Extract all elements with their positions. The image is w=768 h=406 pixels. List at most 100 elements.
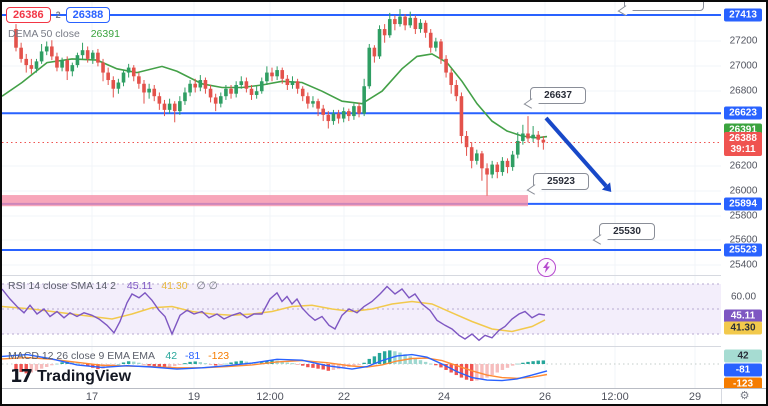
candlestick[interactable] — [300, 88, 305, 97]
candlestick[interactable] — [106, 72, 110, 81]
candlestick[interactable] — [131, 67, 136, 77]
candlestick[interactable] — [393, 19, 397, 25]
candlestick[interactable] — [80, 50, 85, 56]
tradingview-logo[interactable]: 17 TradingView — [10, 366, 131, 387]
candlestick[interactable] — [423, 22, 428, 33]
rsi-legend[interactable]: RSI 14 close SMA 14 2 45.11 41.30 ∅ ∅ — [8, 280, 218, 292]
candlestick[interactable] — [198, 80, 203, 88]
candlestick[interactable] — [224, 88, 228, 97]
candlestick[interactable] — [60, 60, 64, 68]
candlestick[interactable] — [382, 29, 387, 36]
candlestick[interactable] — [362, 86, 366, 114]
candlestick[interactable] — [459, 96, 464, 136]
candlestick[interactable] — [454, 85, 459, 97]
candlestick[interactable] — [137, 76, 141, 84]
price-callout-25923[interactable]: 25923 — [526, 173, 589, 195]
candlestick[interactable] — [434, 41, 438, 48]
candlestick[interactable] — [91, 52, 95, 59]
candlestick[interactable] — [178, 101, 182, 112]
candlestick[interactable] — [219, 96, 223, 104]
price-chart-pane[interactable] — [2, 2, 721, 275]
candlestick[interactable] — [55, 56, 59, 68]
candlestick[interactable] — [14, 29, 18, 48]
dema-legend[interactable]: DEMA 50 close 26391 — [8, 28, 120, 40]
candlestick[interactable] — [270, 72, 274, 77]
candlestick[interactable] — [413, 17, 418, 30]
candlestick[interactable] — [188, 83, 192, 93]
dema-line[interactable] — [2, 53, 548, 139]
candlestick[interactable] — [515, 140, 520, 155]
candlestick[interactable] — [244, 81, 249, 89]
candlestick[interactable] — [229, 88, 233, 94]
candlestick[interactable] — [116, 82, 121, 89]
candlestick[interactable] — [193, 83, 197, 88]
candlestick[interactable] — [152, 88, 157, 97]
candlestick[interactable] — [367, 47, 372, 87]
candlestick[interactable] — [536, 134, 541, 140]
pane-separator[interactable] — [2, 275, 766, 276]
candlestick[interactable] — [418, 22, 423, 30]
candlestick[interactable] — [439, 41, 443, 59]
candlestick[interactable] — [295, 81, 300, 89]
candlestick[interactable] — [162, 103, 167, 110]
candlestick[interactable] — [449, 72, 453, 86]
candlestick[interactable] — [541, 139, 546, 143]
candlestick[interactable] — [341, 111, 346, 119]
candlestick[interactable] — [213, 97, 218, 104]
candlestick[interactable] — [39, 51, 44, 62]
candlestick[interactable] — [469, 147, 474, 161]
candlestick[interactable] — [203, 80, 208, 89]
buy-order-badge[interactable]: 26388 — [65, 7, 111, 23]
macd-legend[interactable]: MACD 12 26 close 9 EMA EMA 42 -81 -123 — [8, 350, 229, 362]
candlestick[interactable] — [121, 72, 126, 83]
rsi-sma-line[interactable] — [2, 300, 546, 333]
candlestick[interactable] — [428, 32, 433, 48]
candlestick[interactable] — [352, 106, 356, 117]
candlestick[interactable] — [265, 72, 269, 82]
candlestick[interactable] — [147, 88, 151, 93]
candlestick[interactable] — [172, 103, 177, 112]
candlestick[interactable] — [183, 92, 187, 102]
candlestick[interactable] — [34, 61, 39, 69]
candlestick[interactable] — [485, 168, 489, 175]
price-callout-partial[interactable] — [617, 2, 704, 16]
candlestick[interactable] — [336, 113, 341, 119]
candlestick[interactable] — [403, 16, 407, 26]
candlestick[interactable] — [208, 88, 213, 98]
candlestick[interactable] — [316, 101, 320, 109]
candlestick[interactable] — [311, 101, 315, 104]
price-callout-26637[interactable]: 26637 — [523, 87, 586, 109]
candlestick[interactable] — [500, 160, 505, 173]
pane-separator[interactable] — [2, 346, 766, 347]
candlestick[interactable] — [408, 17, 413, 26]
flash-idea-button[interactable] — [537, 258, 556, 277]
macd-line[interactable] — [2, 353, 548, 382]
candlestick[interactable] — [306, 96, 310, 104]
candlestick[interactable] — [126, 67, 131, 73]
sell-order-badge[interactable]: 26386 — [6, 7, 51, 23]
candlestick[interactable] — [387, 19, 392, 36]
candlestick[interactable] — [254, 91, 259, 95]
candlestick[interactable] — [531, 134, 535, 139]
candlestick[interactable] — [280, 70, 285, 79]
candlestick[interactable] — [495, 164, 500, 173]
candlestick[interactable] — [50, 46, 54, 57]
candlestick[interactable] — [142, 83, 146, 93]
candlestick[interactable] — [234, 85, 238, 94]
candlestick[interactable] — [24, 58, 29, 66]
trend-arrow[interactable] — [544, 116, 608, 188]
candlestick[interactable] — [290, 81, 295, 86]
candlestick[interactable] — [377, 29, 382, 57]
candlestick[interactable] — [111, 80, 116, 89]
candlestick[interactable] — [19, 47, 23, 59]
candlestick[interactable] — [490, 164, 494, 175]
candlestick[interactable] — [521, 133, 525, 141]
candlestick[interactable] — [347, 111, 351, 117]
candlestick[interactable] — [321, 108, 325, 115]
candlestick[interactable] — [480, 153, 484, 169]
candlestick[interactable] — [372, 47, 377, 57]
candlestick[interactable] — [444, 58, 448, 73]
rsi-pane[interactable] — [2, 275, 721, 346]
macd-pane[interactable] — [2, 346, 721, 388]
price-callout-25530[interactable]: 25530 — [592, 223, 655, 245]
